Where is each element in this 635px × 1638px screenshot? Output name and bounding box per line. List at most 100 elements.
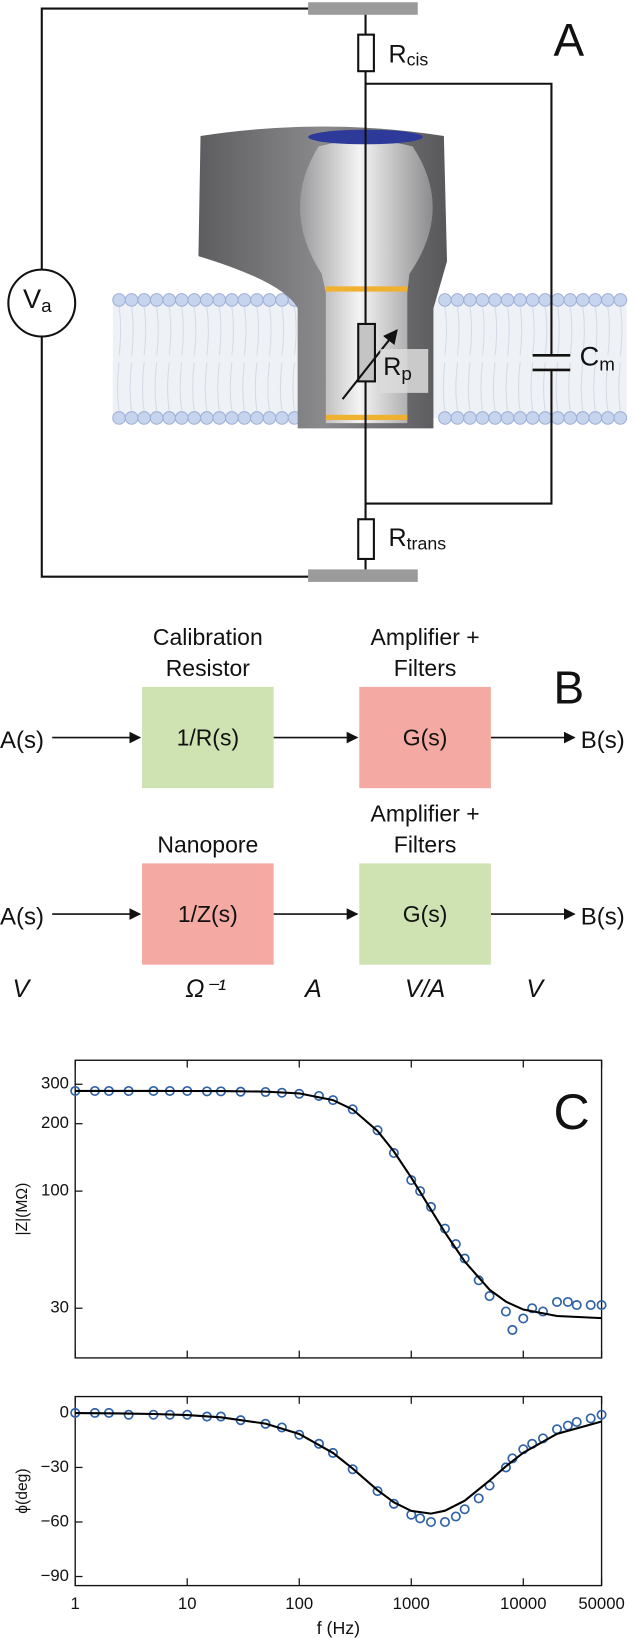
data-point bbox=[571, 1416, 582, 1428]
input-label: A(s) bbox=[0, 727, 44, 754]
lipid-head bbox=[438, 411, 452, 425]
fit-line bbox=[75, 1089, 602, 1320]
block bbox=[359, 686, 491, 789]
lipid-head bbox=[588, 411, 603, 425]
lipid-head bbox=[563, 293, 578, 307]
y-axis-label: ϕ(deg) bbox=[14, 1468, 31, 1513]
data-point bbox=[571, 1300, 582, 1311]
unit-label: V/A bbox=[405, 975, 445, 1003]
lipid-head bbox=[162, 293, 176, 307]
output-label: B(s) bbox=[581, 904, 625, 931]
lipid-head bbox=[513, 293, 527, 307]
lipid-tail bbox=[167, 307, 172, 411]
y-tick-label: −90 bbox=[41, 1566, 69, 1585]
unit-label: Ω⁻¹ bbox=[185, 975, 226, 1003]
lipid-tail bbox=[129, 307, 134, 411]
lipid-tail bbox=[292, 307, 297, 411]
lipid-tail bbox=[254, 307, 260, 411]
panel-a: A Rcis Va Rp Cm Rtrans bbox=[7, 2, 628, 582]
lipid-head bbox=[538, 293, 552, 307]
panel-b: B A(s) B(s) 1/R(s) Calibration Resistor G(s) A… bbox=[0, 624, 625, 1003]
data-point bbox=[425, 1516, 436, 1527]
wire bbox=[365, 82, 553, 505]
subscript: cis bbox=[407, 49, 429, 69]
lipid-head bbox=[613, 293, 628, 307]
y-tick-label: 0 bbox=[60, 1402, 69, 1421]
block-label: G(s) bbox=[403, 901, 448, 927]
lipid-head bbox=[475, 293, 490, 307]
panel-label: A bbox=[554, 14, 585, 66]
lipid-head bbox=[475, 411, 490, 425]
data-point bbox=[450, 1511, 461, 1522]
resistor bbox=[357, 518, 375, 560]
y-tick-label: 30 bbox=[50, 1298, 69, 1317]
y-tick-label: 100 bbox=[41, 1181, 69, 1200]
lipid-tail bbox=[480, 307, 485, 411]
data-point bbox=[596, 1300, 607, 1311]
lipid-head bbox=[212, 411, 227, 425]
lipid-head bbox=[575, 293, 590, 307]
lipid-head bbox=[262, 411, 277, 425]
lipid-tail bbox=[543, 307, 548, 411]
lipid-head bbox=[500, 293, 515, 307]
lipid-head bbox=[275, 293, 289, 307]
lipid-tail bbox=[593, 307, 598, 411]
data-point bbox=[527, 1303, 538, 1314]
wire bbox=[40, 7, 309, 578]
lipid-head bbox=[237, 411, 252, 425]
lipid-head bbox=[500, 411, 515, 425]
r-p-label: Rp bbox=[383, 352, 412, 384]
x-tick-label: 10 bbox=[178, 1594, 197, 1613]
symbol: R bbox=[389, 40, 407, 68]
data-point bbox=[372, 1486, 383, 1497]
panel-label: B bbox=[554, 662, 585, 714]
lipid-head bbox=[450, 411, 465, 425]
block bbox=[142, 863, 274, 965]
lipid-tail bbox=[242, 307, 247, 411]
resistor bbox=[357, 33, 375, 73]
lipid-head bbox=[112, 293, 126, 307]
y-tick-label: 200 bbox=[41, 1113, 69, 1132]
lipid-tail bbox=[217, 307, 222, 411]
lipid-head bbox=[200, 411, 214, 425]
lipid-head bbox=[550, 293, 565, 307]
lipid-tail bbox=[142, 307, 147, 411]
data-point bbox=[415, 1186, 426, 1197]
lipid-tail bbox=[192, 307, 197, 411]
lipid-head bbox=[463, 293, 477, 307]
x-axis-label: f (Hz) bbox=[317, 1618, 360, 1638]
block-title: Amplifier + bbox=[371, 800, 480, 826]
symbol: R bbox=[383, 352, 401, 380]
lipid-head bbox=[212, 293, 227, 307]
lipid-head bbox=[525, 411, 540, 425]
lipid-tail bbox=[204, 307, 209, 411]
plot-frame bbox=[74, 1395, 603, 1587]
data-point bbox=[459, 1504, 470, 1515]
lipid-head bbox=[149, 293, 164, 307]
block-label: G(s) bbox=[403, 725, 448, 751]
data-point bbox=[294, 1429, 305, 1440]
data-point bbox=[473, 1493, 484, 1504]
data-point bbox=[439, 1516, 450, 1527]
y-tick-label: 300 bbox=[41, 1074, 69, 1093]
unit-label: A bbox=[303, 975, 322, 1003]
x-tick-label: 10000 bbox=[500, 1594, 546, 1613]
x-tick-label: 50000 bbox=[578, 1594, 624, 1613]
data-point bbox=[585, 1413, 596, 1424]
data-point bbox=[347, 1104, 358, 1115]
lipid-head bbox=[237, 293, 252, 307]
resistor bbox=[357, 322, 376, 383]
lipid-head bbox=[601, 293, 615, 307]
lipid-head bbox=[174, 411, 189, 425]
lipid-head bbox=[137, 411, 151, 425]
data-point bbox=[596, 1409, 607, 1420]
block-title: Nanopore bbox=[157, 832, 258, 858]
lipid-tail bbox=[568, 307, 573, 411]
lipid-head bbox=[463, 411, 477, 425]
lipid-head bbox=[200, 293, 214, 307]
block bbox=[142, 686, 274, 789]
x-tick-label: 100 bbox=[285, 1594, 313, 1613]
data-point bbox=[585, 1300, 596, 1311]
block-title: Resistor bbox=[166, 655, 251, 681]
